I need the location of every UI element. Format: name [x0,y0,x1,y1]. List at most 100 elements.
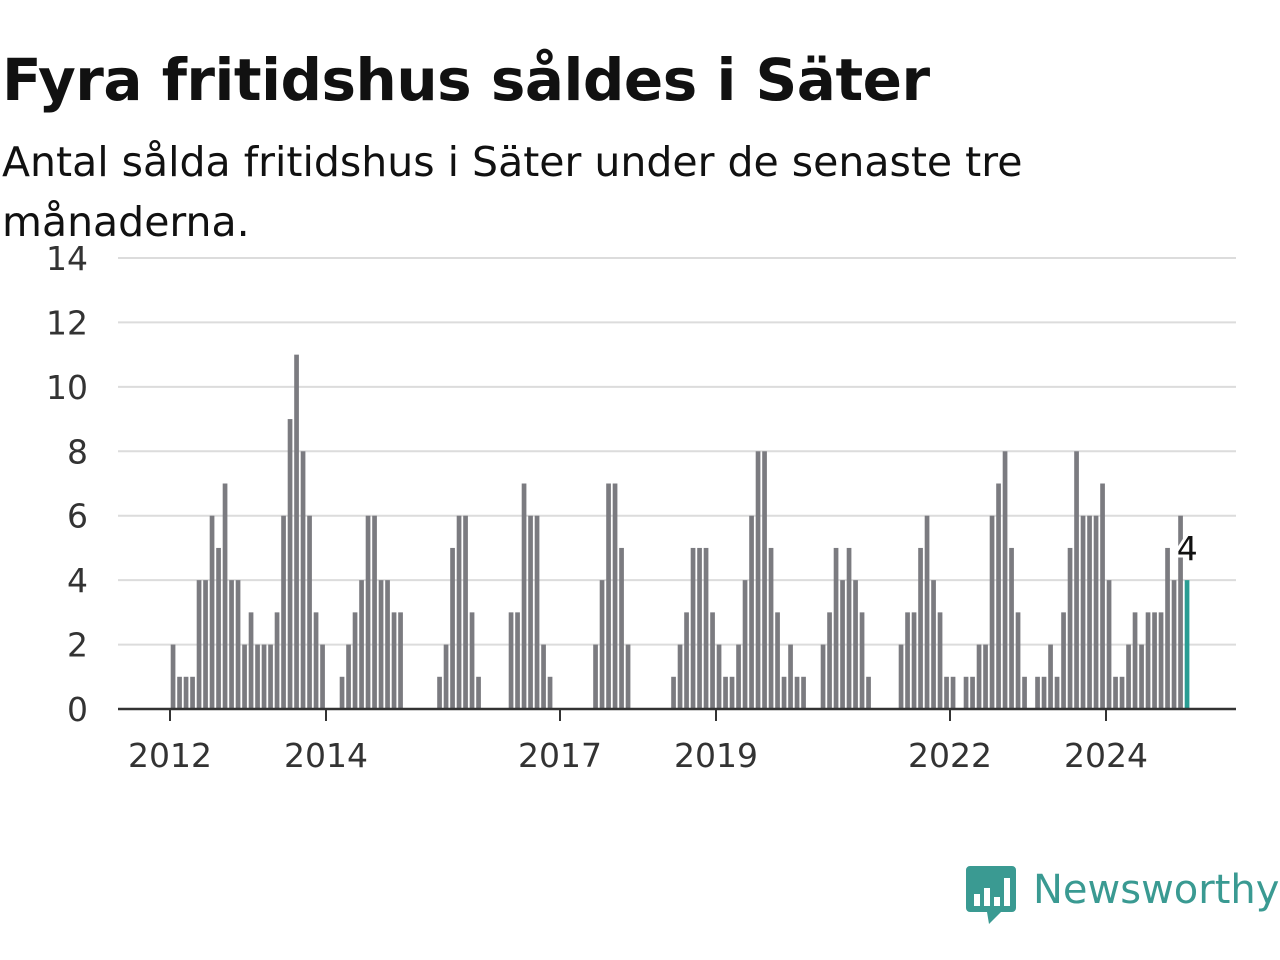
bar [463,515,468,709]
bar [528,515,533,709]
bar [248,612,254,709]
bar [1158,612,1164,709]
bar [963,676,969,709]
bar [989,515,995,709]
chart-subtitle: Antal sålda fritidshus i Säter under de … [2,138,1023,246]
bar [229,580,234,709]
bar [385,580,390,709]
x-tick-label: 2022 [908,736,992,775]
bar [924,515,930,709]
bar [1080,515,1086,709]
x-tick-label: 2019 [674,736,758,775]
bar [677,644,683,709]
bar [359,580,364,709]
bar [671,676,676,709]
x-tick-label: 2014 [284,736,368,775]
bar [755,451,761,709]
bar [788,644,793,709]
bar [820,644,826,709]
bar [1022,676,1027,709]
bar [827,612,832,709]
bar [1139,644,1144,709]
bar [853,580,858,709]
bar [1009,547,1014,709]
bar [911,612,917,709]
bar [196,580,202,709]
y-tick-label: 0 [67,690,88,729]
y-tick-label: 14 [46,239,88,278]
bar [476,676,481,709]
bar [268,644,273,709]
bar-highlight [1184,580,1190,709]
bar [950,676,956,709]
bar [352,612,358,709]
bar [1106,580,1112,709]
bar [970,676,975,709]
bar [1093,515,1099,709]
y-tick-label: 8 [67,432,88,471]
bar [398,612,403,709]
bar [697,547,702,709]
y-tick-label: 10 [46,368,88,407]
bar [391,612,397,709]
bar [612,483,618,709]
bar [508,612,514,709]
bar [541,644,546,709]
bar [300,451,306,709]
bar [209,515,215,709]
bar [307,515,312,709]
bar [794,676,800,709]
bar [723,676,728,709]
bar [365,515,371,709]
y-tick-label: 2 [67,626,88,665]
bar [170,644,176,709]
bar [1002,451,1008,709]
bar [443,644,449,709]
bar [216,547,221,709]
bar [515,612,520,709]
x-tick-label: 2012 [128,736,212,775]
x-tick-label: 2017 [518,736,602,775]
bar [1061,612,1066,709]
bar [846,547,852,709]
bar [281,515,286,709]
bar [801,676,806,709]
bar [1178,515,1183,709]
bar [742,580,748,709]
chart-title: Fyra fritidshus såldes i Säter [2,46,930,114]
bar [235,580,241,709]
bar [1145,612,1151,709]
bar [1132,612,1138,709]
bar [1119,676,1125,709]
bar [183,676,189,709]
newsworthy-chart-bubble-icon [966,866,1016,924]
bar [320,644,325,709]
bar [339,676,345,709]
bar [1113,676,1118,709]
bar [593,644,598,709]
bar [606,483,611,709]
bar [840,580,845,709]
bar [222,483,228,709]
bar [1041,676,1047,709]
bar [1035,676,1040,709]
newsworthy-logo: Newsworthy [965,862,1279,926]
bar [450,547,455,709]
bar [1165,547,1170,709]
bar [690,547,696,709]
bar [294,354,299,709]
bar [534,515,540,709]
bar [905,612,910,709]
bars [170,354,1190,709]
bar [203,580,208,709]
bar [599,580,605,709]
data-labels: 4 [1174,526,1201,571]
bar [274,612,280,709]
bar [781,676,787,709]
bar [619,547,624,709]
bar [547,676,553,709]
bar [768,547,774,709]
bar [521,483,527,709]
bar [378,580,384,709]
